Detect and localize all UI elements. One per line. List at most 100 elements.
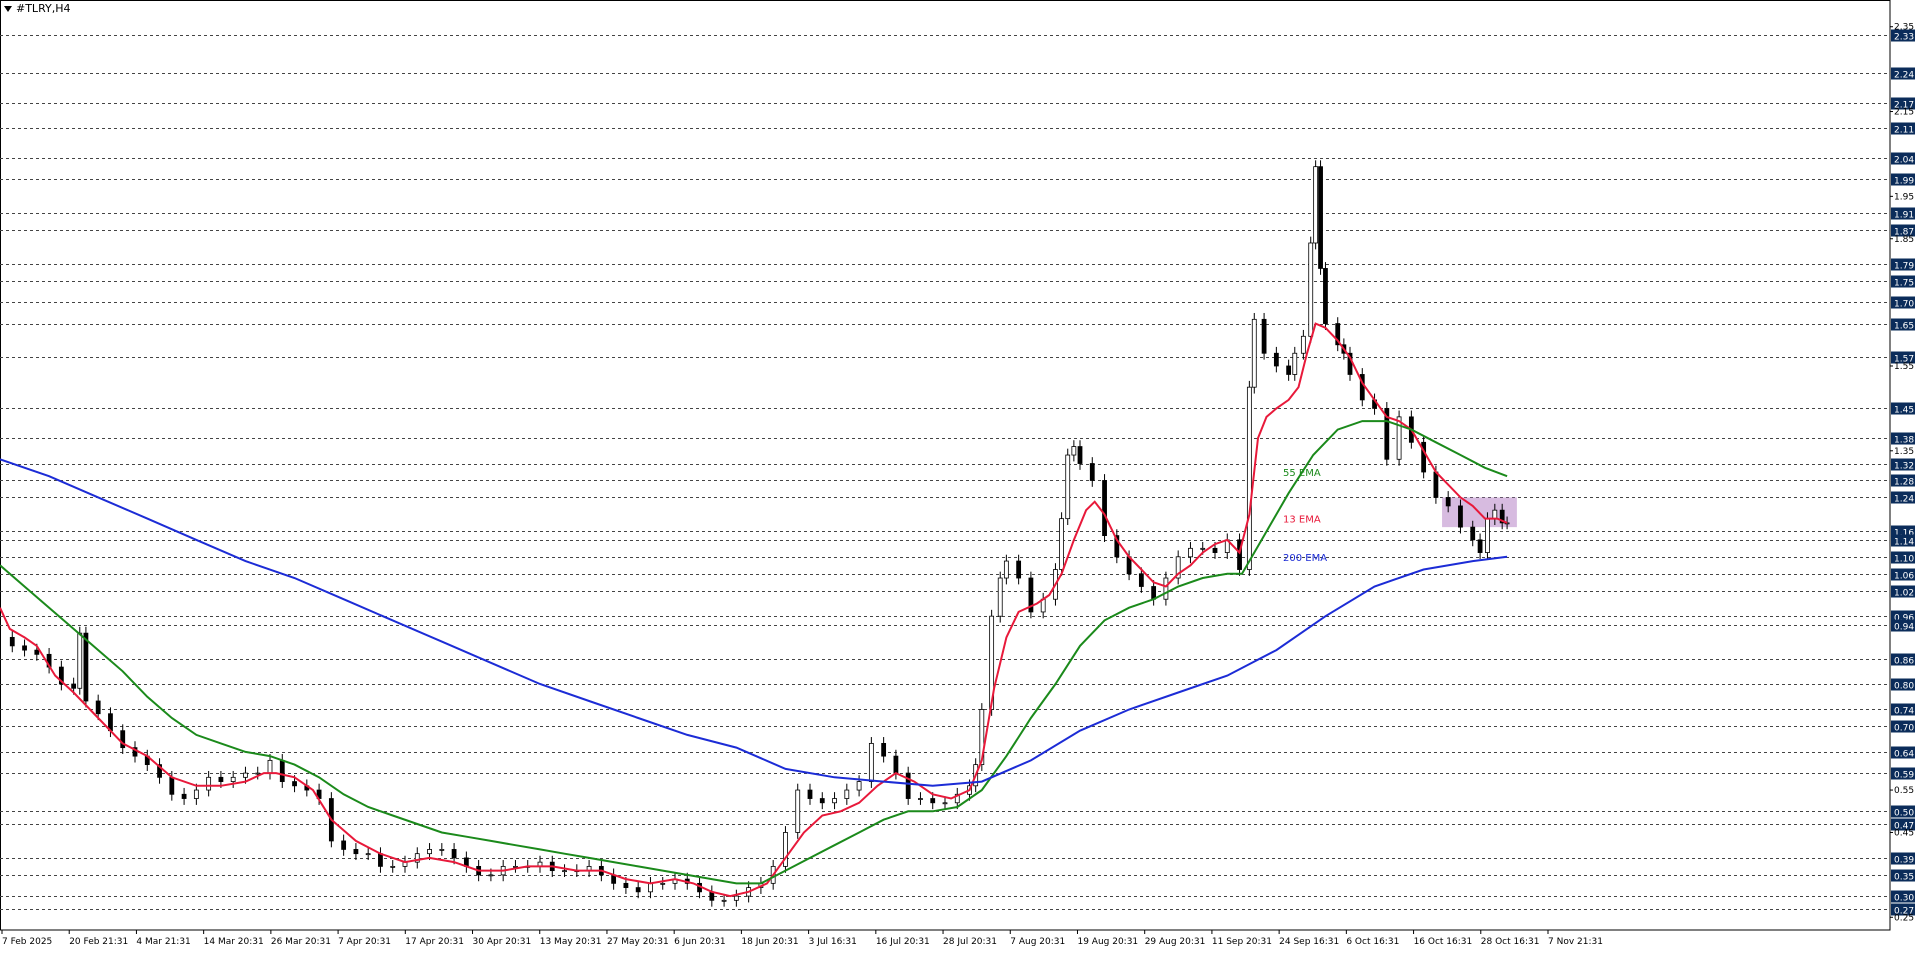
price-label: 0.47 xyxy=(1894,822,1914,832)
price-candle xyxy=(868,743,874,782)
price-label: 2.33 xyxy=(1894,33,1914,43)
price-label-bg xyxy=(1891,869,1915,882)
price-candle xyxy=(1077,446,1083,464)
ema-layer xyxy=(0,322,1508,898)
price-label-bg xyxy=(1891,805,1915,818)
price-label-bg xyxy=(1891,491,1915,504)
price-label: 0.64 xyxy=(1894,750,1914,760)
x-tick-label: 6 Oct 16:31 xyxy=(1346,937,1399,947)
price-label-bg xyxy=(1891,152,1915,165)
price-candle xyxy=(488,874,494,877)
x-tick-label: 16 Oct 16:31 xyxy=(1414,937,1473,947)
x-tick-label: 7 Nov 21:31 xyxy=(1548,937,1603,947)
series-annotation: 200 EMA xyxy=(1283,553,1327,564)
price-candle xyxy=(390,865,396,868)
x-tick-label: 7 Apr 20:31 xyxy=(338,937,391,947)
price-label-bg xyxy=(1891,619,1915,632)
x-tick-label: 7 Feb 2025 xyxy=(2,937,52,947)
price-label: 0.86 xyxy=(1894,657,1914,667)
price-candle xyxy=(1151,586,1157,600)
price-candle xyxy=(1421,441,1427,473)
price-label: 2.24 xyxy=(1894,71,1914,81)
x-tick-label: 6 Jun 20:31 xyxy=(674,937,725,947)
axis-tick-label: 0.25 xyxy=(1894,913,1914,923)
x-tick-label: 18 Jun 20:31 xyxy=(741,937,798,947)
price-label: 0.70 xyxy=(1894,724,1914,734)
price-candle xyxy=(954,793,960,804)
price-label-bg xyxy=(1891,653,1915,666)
price-label-bg xyxy=(1891,29,1915,42)
axis-tick-label: 2.35 xyxy=(1894,23,1914,33)
price-candle xyxy=(1138,573,1144,587)
price-candle xyxy=(451,849,457,859)
annotation-layer: 55 EMA 13 EMA 200 EMA xyxy=(1283,468,1327,564)
price-candle xyxy=(71,683,77,689)
price-candle xyxy=(365,853,371,856)
x-tick-label: 20 Feb 21:31 xyxy=(69,937,128,947)
price-candle xyxy=(1477,539,1483,553)
price-candle xyxy=(1458,505,1463,528)
price-label-bg xyxy=(1891,551,1915,564)
x-tick-label: 13 May 20:31 xyxy=(540,937,602,947)
price-candle xyxy=(1323,268,1328,324)
price-label: 0.59 xyxy=(1894,771,1914,781)
price-candle xyxy=(844,789,850,799)
price-candle xyxy=(1318,166,1323,269)
price-candle xyxy=(989,615,995,710)
price-label: 0.35 xyxy=(1894,873,1914,883)
x-tick-label: 30 Apr 20:31 xyxy=(473,937,532,947)
price-label: 2.17 xyxy=(1894,101,1914,111)
price-label: 0.27 xyxy=(1894,907,1914,917)
price-label: 1.45 xyxy=(1894,406,1914,416)
price-label: 1.70 xyxy=(1894,300,1914,310)
price-label-bg xyxy=(1891,767,1915,780)
price-label-bg xyxy=(1891,275,1915,288)
price-label: 1.28 xyxy=(1894,478,1914,488)
price-candle xyxy=(1300,335,1306,354)
price-label-bg xyxy=(1891,903,1915,916)
price-candle xyxy=(218,776,224,782)
price-candle xyxy=(721,899,727,902)
price-label-bg xyxy=(1891,585,1915,598)
price-label-bg xyxy=(1891,678,1915,691)
price-candle xyxy=(34,649,40,655)
price-candle xyxy=(1492,509,1498,520)
price-label: 1.87 xyxy=(1894,228,1914,238)
price-label-bg xyxy=(1891,890,1915,903)
price-candle xyxy=(623,882,629,888)
price-candle xyxy=(635,887,641,893)
price-label-bg xyxy=(1891,534,1915,547)
price-candle xyxy=(893,755,899,774)
price-candle xyxy=(83,632,89,702)
axis-tick-label: 1.95 xyxy=(1894,192,1914,202)
chevron-down-icon[interactable] xyxy=(4,6,12,12)
price-candle xyxy=(881,743,887,757)
price-label-bg xyxy=(1891,852,1915,865)
price-label-bg xyxy=(1891,258,1915,271)
price-label: 0.96 xyxy=(1894,614,1914,624)
axis-tick-label: 1.35 xyxy=(1894,447,1914,457)
price-candle xyxy=(733,895,739,901)
price-label: 1.10 xyxy=(1894,555,1914,565)
series-line-200-ema xyxy=(0,458,1508,787)
price-label: 0.50 xyxy=(1894,809,1914,819)
price-axis: 2.33 2.24 2.17 2.11 2.04 1.99 1.91 1.87 1.79 1.75… xyxy=(1890,23,1915,923)
price-candle xyxy=(1445,497,1451,507)
chart-title: #TLRY,H4 xyxy=(4,2,71,15)
x-tick-label: 26 Mar 20:31 xyxy=(271,937,331,947)
price-candle xyxy=(77,632,83,689)
price-candle xyxy=(1175,556,1181,579)
price-candle xyxy=(427,849,432,855)
price-label: 1.79 xyxy=(1894,262,1914,272)
price-series-layer xyxy=(9,160,1510,907)
price-label-bg xyxy=(1891,432,1915,445)
price-candle xyxy=(1003,560,1009,579)
price-label: 2.11 xyxy=(1894,126,1914,136)
price-candle xyxy=(918,798,923,800)
price-candle xyxy=(1212,547,1218,553)
price-label: 0.80 xyxy=(1894,682,1914,692)
price-label: 1.91 xyxy=(1894,211,1914,221)
series-annotation: 13 EMA xyxy=(1283,515,1321,526)
price-candle xyxy=(997,577,1003,617)
